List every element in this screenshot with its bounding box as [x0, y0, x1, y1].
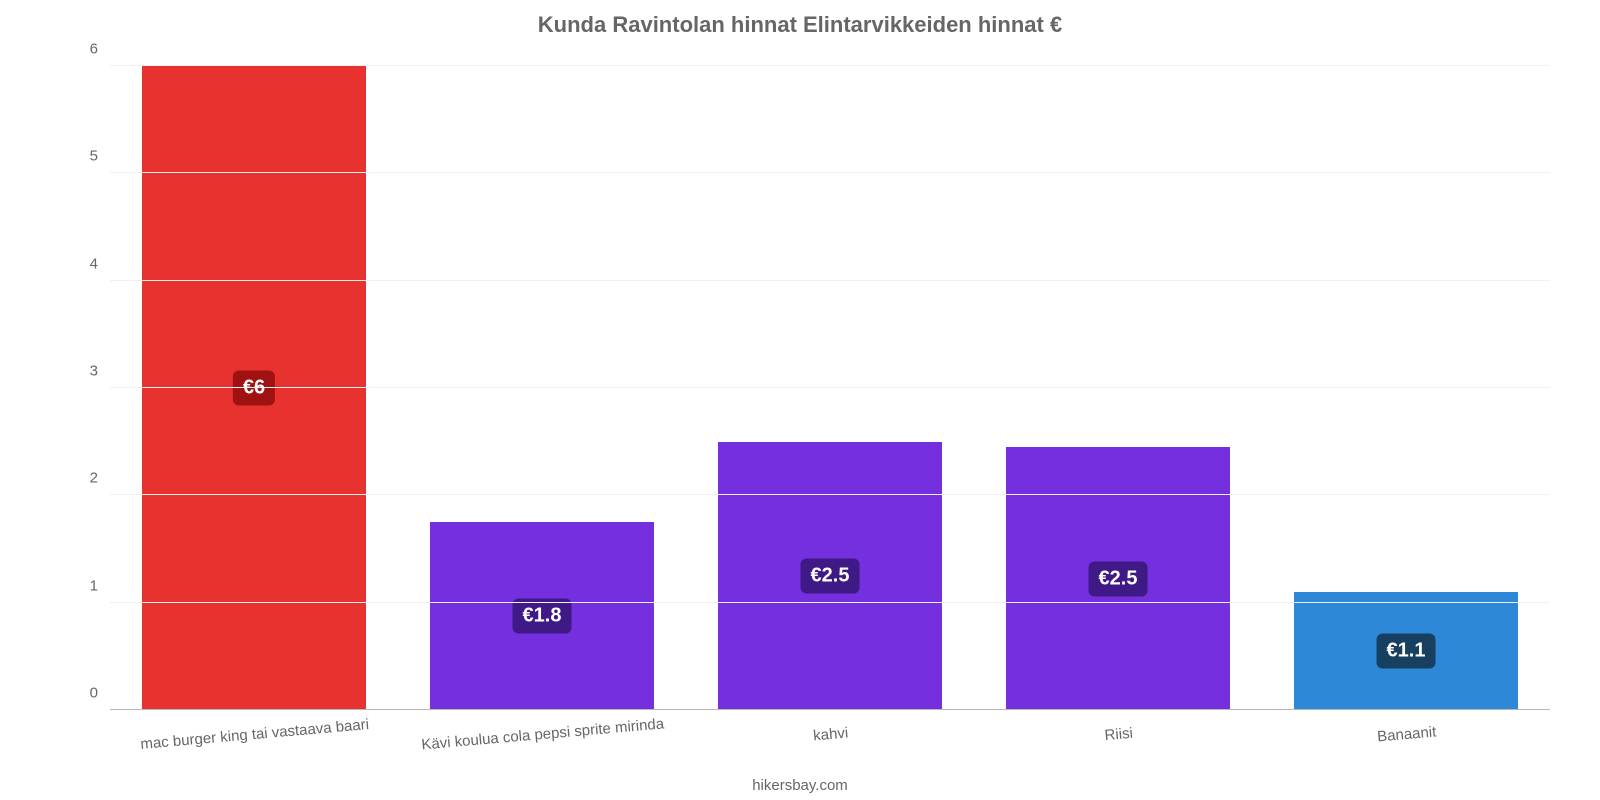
value-badge: €6: [233, 371, 275, 406]
bar-slot: €6mac burger king tai vastaava baari: [110, 50, 398, 710]
gridline: [110, 494, 1550, 495]
x-axis-label: Riisi: [1104, 725, 1134, 744]
x-axis-label: Kävi koulua cola pepsi sprite mirinda: [421, 715, 665, 753]
baseline: [110, 709, 1550, 710]
gridline: [110, 280, 1550, 281]
chart-title: Kunda Ravintolan hinnat Elintarvikkeiden…: [0, 12, 1600, 38]
y-tick-label: 0: [90, 685, 110, 702]
gridline: [110, 602, 1550, 603]
plot-area: €6mac burger king tai vastaava baari€1.8…: [110, 50, 1550, 710]
gridline: [110, 172, 1550, 173]
bar-slot: €1.8Kävi koulua cola pepsi sprite mirind…: [398, 50, 686, 710]
y-tick-label: 6: [90, 41, 110, 58]
bar-slot: €2.5kahvi: [686, 50, 974, 710]
credit-text: hikersbay.com: [0, 777, 1600, 794]
value-badge: €2.5: [1089, 561, 1148, 596]
x-axis-label: mac burger king tai vastaava baari: [140, 716, 370, 753]
x-axis-label: Banaanit: [1377, 723, 1437, 745]
x-axis-label: kahvi: [813, 724, 849, 744]
bar-slot: €1.1Banaanit: [1262, 50, 1550, 710]
gridline: [110, 387, 1550, 388]
y-tick-label: 2: [90, 470, 110, 487]
value-badge: €1.8: [513, 599, 572, 634]
bars-container: €6mac burger king tai vastaava baari€1.8…: [110, 50, 1550, 710]
y-tick-label: 1: [90, 577, 110, 594]
y-tick-label: 4: [90, 255, 110, 272]
gridline: [110, 65, 1550, 66]
bar-slot: €2.5Riisi: [974, 50, 1262, 710]
y-tick-label: 5: [90, 148, 110, 165]
value-badge: €2.5: [801, 558, 860, 593]
value-badge: €1.1: [1377, 633, 1436, 668]
y-tick-label: 3: [90, 363, 110, 380]
